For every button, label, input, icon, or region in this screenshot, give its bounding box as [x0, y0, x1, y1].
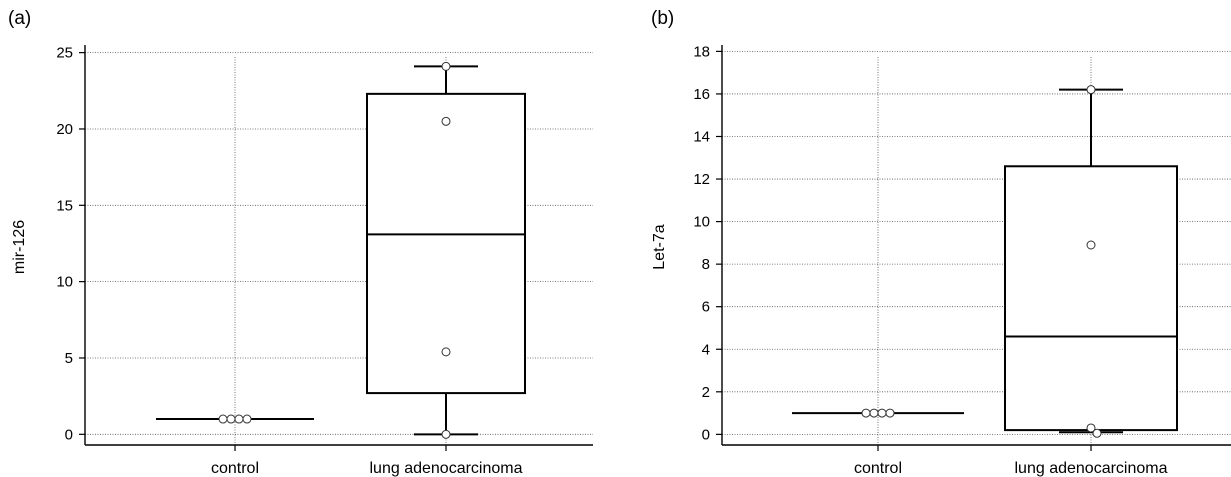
panel-b-label: (b) [651, 8, 674, 29]
panel-b-y-tick-label: 14 [693, 128, 710, 145]
panel-a-y-tick-label: 25 [56, 45, 73, 62]
panel-a-axes [79, 45, 593, 451]
panel-a-boxes [156, 61, 526, 439]
panel-b-y-tick-label: 4 [702, 341, 710, 358]
panel-a-control-data-point [226, 414, 236, 424]
panel-a-control-data-point [218, 414, 228, 424]
panel-a-y-axis-label: mir-126 [11, 220, 28, 274]
panel-a: (a) mir-126 0 5 10 15 20 25 control lung adenoc… [8, 8, 593, 477]
panel-b-y-tick-label: 8 [702, 256, 710, 273]
panel-a-y-tick-label: 0 [65, 426, 73, 443]
panel-a-control-data-point [242, 414, 252, 424]
panel-a-y-tick-label: 5 [65, 350, 73, 367]
panel-a-lung-adenocarcinoma-data-point [441, 347, 451, 357]
panel-b-control-data-point [885, 408, 895, 418]
panel-b-control-data-point [877, 408, 887, 418]
panel-b-y-tick-label: 2 [702, 384, 710, 401]
panel-b-y-tick-label: 0 [702, 426, 710, 443]
panel-a-lung-adenocarcinoma-box [366, 92, 526, 395]
panel-a-x-tick-label: control [211, 460, 259, 477]
panel-a-x-tick-label: lung adenocarcinoma [370, 460, 523, 477]
panel-b-lung-adenocarcinoma-data-point [1092, 428, 1102, 438]
panel-a-lung-adenocarcinoma-data-point [441, 429, 451, 439]
panel-b-y-tick-label: 10 [693, 214, 710, 231]
panel-b-control-data-point [861, 408, 871, 418]
panel-a-y-tick-label: 20 [56, 121, 73, 138]
panel-b-x-tick-label: lung adenocarcinoma [1015, 460, 1168, 477]
panel-b-tick-labels: 0 2 4 6 8 10 12 14 16 18 control lung adenocarcinom… [693, 43, 1167, 477]
panel-a-y-tick-label: 10 [56, 274, 73, 291]
panel-b-x-tick-label: control [854, 460, 902, 477]
panel-b-boxes [792, 85, 1178, 438]
panel-a-lung-adenocarcinoma-data-point [441, 61, 451, 71]
panel-b-y-axis-label: Let-7a [651, 224, 668, 269]
panel-b-control-data-point [869, 408, 879, 418]
panel-b-y-tick-label: 6 [702, 299, 710, 316]
panel-a-control-data-point [234, 414, 244, 424]
panel-b-lung-adenocarcinoma-data-point [1086, 240, 1096, 250]
panel-b-y-tick-label: 12 [693, 171, 710, 188]
panel-b-lung-adenocarcinoma-box [1004, 165, 1178, 432]
panel-b-lung-adenocarcinoma-data-point [1086, 85, 1096, 95]
panel-a-tick-labels: 0 5 10 15 20 25 control lung adenocarcinoma [56, 45, 522, 477]
panel-b-y-tick-label: 16 [693, 86, 710, 103]
panel-b-axes [716, 45, 1231, 451]
panel-b: (b) Let-7a 0 2 4 6 8 10 12 14 16 18 control lung ad… [651, 8, 1231, 477]
panel-a-lung-adenocarcinoma-data-point [441, 116, 451, 126]
panel-b-y-tick-label: 18 [693, 43, 710, 60]
panel-a-label: (a) [8, 8, 31, 29]
panel-b-lung-adenocarcinoma-data-point [1086, 423, 1096, 433]
panel-a-y-tick-label: 15 [56, 197, 73, 214]
